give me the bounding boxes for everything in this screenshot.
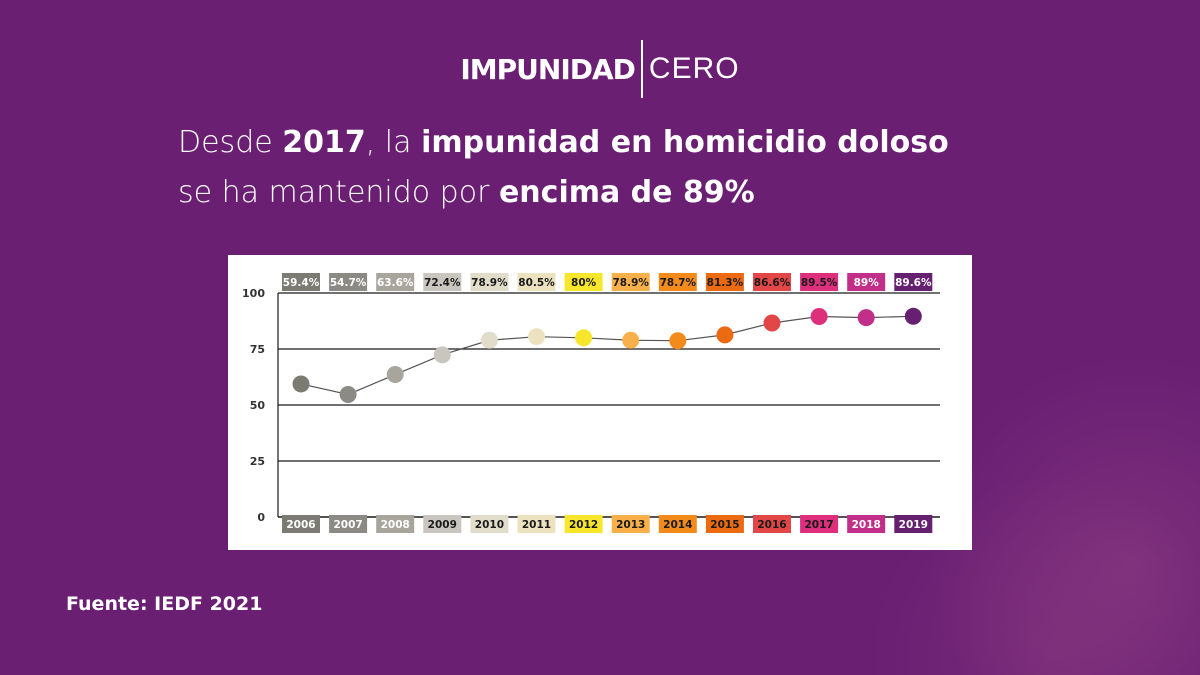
- headline-text: Desde: [178, 125, 283, 160]
- value-label-box: [894, 273, 933, 291]
- headline-emphasis: encima de 89%: [498, 175, 755, 210]
- year-label-box: [658, 515, 697, 533]
- value-label-box: [282, 273, 320, 291]
- headline: Desde 2017, la impunidad en homicidio do…: [178, 118, 1078, 218]
- headline-text: se ha mantenido por: [178, 175, 499, 210]
- year-label: 2010: [475, 519, 504, 531]
- headline-text: , la: [365, 125, 422, 160]
- data-point: [716, 326, 734, 344]
- value-label-box: [800, 273, 839, 291]
- value-label-box: [376, 273, 415, 291]
- value-label: 81.3%: [707, 277, 744, 289]
- value-label: 80%: [571, 277, 597, 289]
- logo: IMPUNIDAD CERO: [0, 40, 1200, 98]
- data-point: [575, 329, 593, 347]
- y-tick-label: 0: [257, 511, 265, 524]
- headline-emphasis: impunidad en homicidio doloso: [421, 125, 949, 160]
- logo-wordmark-right: CERO: [648, 52, 740, 85]
- year-label-box: [894, 515, 933, 533]
- value-label-box: [423, 273, 462, 291]
- value-label-box: [753, 273, 791, 291]
- value-label: 63.6%: [377, 277, 414, 289]
- value-label: 89%: [854, 277, 880, 289]
- logo-wordmark-left: IMPUNIDAD: [460, 52, 636, 86]
- year-label: 2014: [663, 519, 692, 531]
- data-point: [292, 375, 310, 393]
- impunity-line-chart: 100 75 50 25 0 59.4% 2006 54.7% 2007 63.6% 2008 72.…: [242, 273, 940, 533]
- y-tick-label: 50: [250, 399, 266, 412]
- value-label-box: [517, 273, 556, 291]
- year-label-box: [564, 515, 603, 533]
- value-label-box: [658, 273, 697, 291]
- year-label-box: [470, 515, 509, 533]
- year-label: 2013: [616, 519, 645, 531]
- year-label-box: [376, 515, 415, 533]
- data-point: [763, 314, 781, 332]
- data-point: [857, 309, 875, 327]
- year-label: 2007: [333, 519, 362, 531]
- value-label-box: [705, 273, 744, 291]
- y-tick-label: 100: [242, 287, 265, 300]
- value-label: 59.4%: [283, 277, 320, 289]
- year-label: 2009: [428, 519, 457, 531]
- year-label-box: [329, 515, 368, 533]
- value-label: 78.9%: [471, 277, 508, 289]
- headline-line-2: se ha mantenido por encima de 89%: [178, 168, 1078, 218]
- data-point: [433, 346, 451, 364]
- year-label: 2011: [522, 519, 551, 531]
- value-label-box: [564, 273, 603, 291]
- headline-line-1: Desde 2017, la impunidad en homicidio do…: [178, 118, 1078, 168]
- value-label-box: [847, 273, 886, 291]
- year-label: 2018: [852, 519, 881, 531]
- headline-emphasis: 2017: [282, 125, 366, 160]
- year-label-box: [800, 515, 839, 533]
- year-label-box: [517, 515, 556, 533]
- year-label: 2017: [804, 519, 833, 531]
- value-label: 78.7%: [660, 277, 697, 289]
- source-note: Fuente: IEDF 2021: [66, 593, 263, 615]
- year-label: 2012: [569, 519, 598, 531]
- data-point: [669, 332, 687, 350]
- data-point: [480, 331, 498, 349]
- y-tick-label: 75: [250, 343, 265, 356]
- data-point: [386, 366, 404, 384]
- value-label: 54.7%: [330, 277, 367, 289]
- value-label: 72.4%: [424, 277, 461, 289]
- data-point: [810, 308, 828, 326]
- year-label-box: [705, 515, 744, 533]
- year-label: 2006: [286, 519, 315, 531]
- year-label-box: [847, 515, 886, 533]
- data-point: [339, 385, 357, 403]
- year-label-box: [753, 515, 791, 533]
- year-label-box: [423, 515, 462, 533]
- value-label: 89.6%: [895, 277, 932, 289]
- y-tick-label: 25: [250, 455, 265, 468]
- value-label-box: [611, 273, 650, 291]
- data-point: [622, 331, 640, 349]
- value-label: 89.5%: [801, 277, 838, 289]
- year-label-box: [611, 515, 650, 533]
- data-point: [904, 307, 922, 325]
- year-label: 2008: [381, 519, 410, 531]
- data-point: [528, 328, 545, 346]
- year-label-box: [282, 515, 320, 533]
- year-label: 2016: [757, 519, 786, 531]
- series-line: [300, 315, 914, 396]
- value-label: 80.5%: [518, 277, 555, 289]
- value-label-box: [470, 273, 509, 291]
- value-label: 86.6%: [754, 277, 791, 289]
- year-label: 2015: [710, 519, 739, 531]
- year-label: 2019: [899, 519, 928, 531]
- value-label: 78.9%: [612, 277, 649, 289]
- value-label-box: [329, 273, 368, 291]
- logo-divider: [640, 40, 643, 98]
- chart-card: 100 75 50 25 0 59.4% 2006 54.7% 2007 63.6% 2008 72.…: [228, 255, 972, 550]
